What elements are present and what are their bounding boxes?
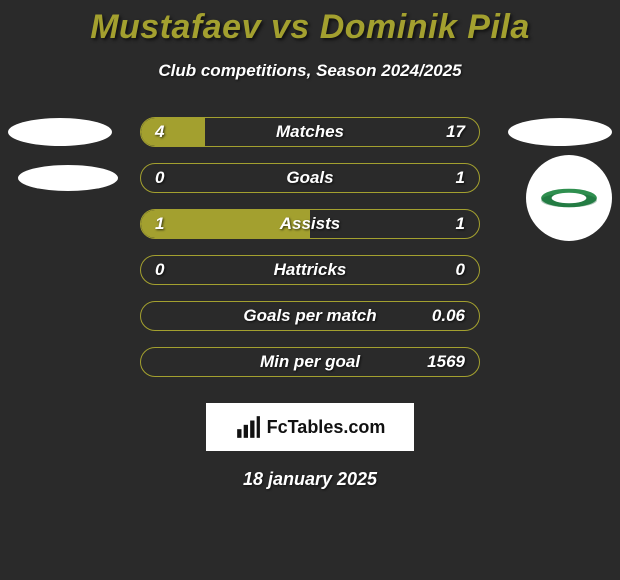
bar-fill-left [141, 210, 310, 238]
stat-value-right: 1 [456, 168, 465, 188]
stat-row: 1Assists1 [0, 201, 620, 247]
watermark-icon [235, 414, 261, 440]
stat-value-right: 0.06 [432, 306, 465, 326]
stats-rows: 4Matches17 0Goals11Assists10Hattricks0Go… [0, 109, 620, 385]
stat-row: 0Hattricks0 [0, 247, 620, 293]
stat-label: Goals [141, 168, 479, 188]
player-badge-left [8, 118, 112, 146]
stat-bar: 1Assists1 [140, 209, 480, 239]
stat-label: Hattricks [141, 260, 479, 280]
watermark-text: FcTables.com [267, 417, 386, 438]
stat-bar: Min per goal1569 [140, 347, 480, 377]
stat-value-right: 0 [456, 260, 465, 280]
bar-fill-left [141, 118, 205, 146]
player-badge-right [508, 118, 612, 146]
stat-bar: 4Matches17 [140, 117, 480, 147]
watermark: FcTables.com [206, 403, 414, 451]
stat-row: 0Goals1 [0, 155, 620, 201]
stat-row: Min per goal1569 [0, 339, 620, 385]
stat-bar: Goals per match0.06 [140, 301, 480, 331]
stat-value-right: 17 [446, 122, 465, 142]
player-badge-left [18, 165, 118, 191]
stat-value-right: 1 [456, 214, 465, 234]
stat-bar: 0Goals1 [140, 163, 480, 193]
page-title: Mustafaev vs Dominik Pila [0, 8, 620, 47]
stat-bar: 0Hattricks0 [140, 255, 480, 285]
stat-row: 4Matches17 [0, 109, 620, 155]
stat-label: Goals per match [141, 306, 479, 326]
stat-value-left: 0 [155, 260, 164, 280]
date: 18 january 2025 [0, 469, 620, 490]
comparison-infographic: Mustafaev vs Dominik Pila Club competiti… [0, 0, 620, 490]
stat-value-right: 1569 [427, 352, 465, 372]
stat-row: Goals per match0.06 [0, 293, 620, 339]
subtitle: Club competitions, Season 2024/2025 [0, 61, 620, 81]
stat-label: Min per goal [141, 352, 479, 372]
stat-value-left: 0 [155, 168, 164, 188]
